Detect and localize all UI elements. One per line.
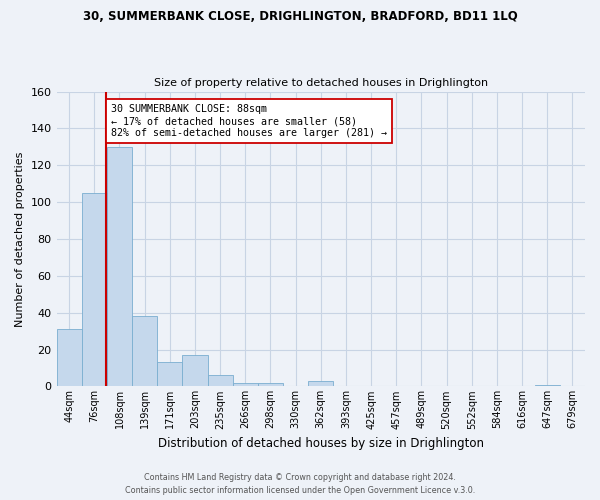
Title: Size of property relative to detached houses in Drighlington: Size of property relative to detached ho… — [154, 78, 488, 88]
Bar — [132, 316, 157, 386]
Bar — [107, 147, 132, 386]
X-axis label: Distribution of detached houses by size in Drighlington: Distribution of detached houses by size … — [158, 437, 484, 450]
Text: Contains HM Land Registry data © Crown copyright and database right 2024.
Contai: Contains HM Land Registry data © Crown c… — [125, 474, 475, 495]
Text: 30 SUMMERBANK CLOSE: 88sqm
← 17% of detached houses are smaller (58)
82% of semi: 30 SUMMERBANK CLOSE: 88sqm ← 17% of deta… — [110, 104, 386, 138]
Bar — [258, 382, 283, 386]
Bar — [308, 381, 334, 386]
Bar — [233, 382, 258, 386]
Bar — [535, 384, 560, 386]
Bar — [56, 330, 82, 386]
Text: 30, SUMMERBANK CLOSE, DRIGHLINGTON, BRADFORD, BD11 1LQ: 30, SUMMERBANK CLOSE, DRIGHLINGTON, BRAD… — [83, 10, 517, 23]
Bar — [182, 355, 208, 386]
Bar — [82, 193, 107, 386]
Bar — [208, 376, 233, 386]
Y-axis label: Number of detached properties: Number of detached properties — [15, 152, 25, 326]
Bar — [157, 362, 182, 386]
